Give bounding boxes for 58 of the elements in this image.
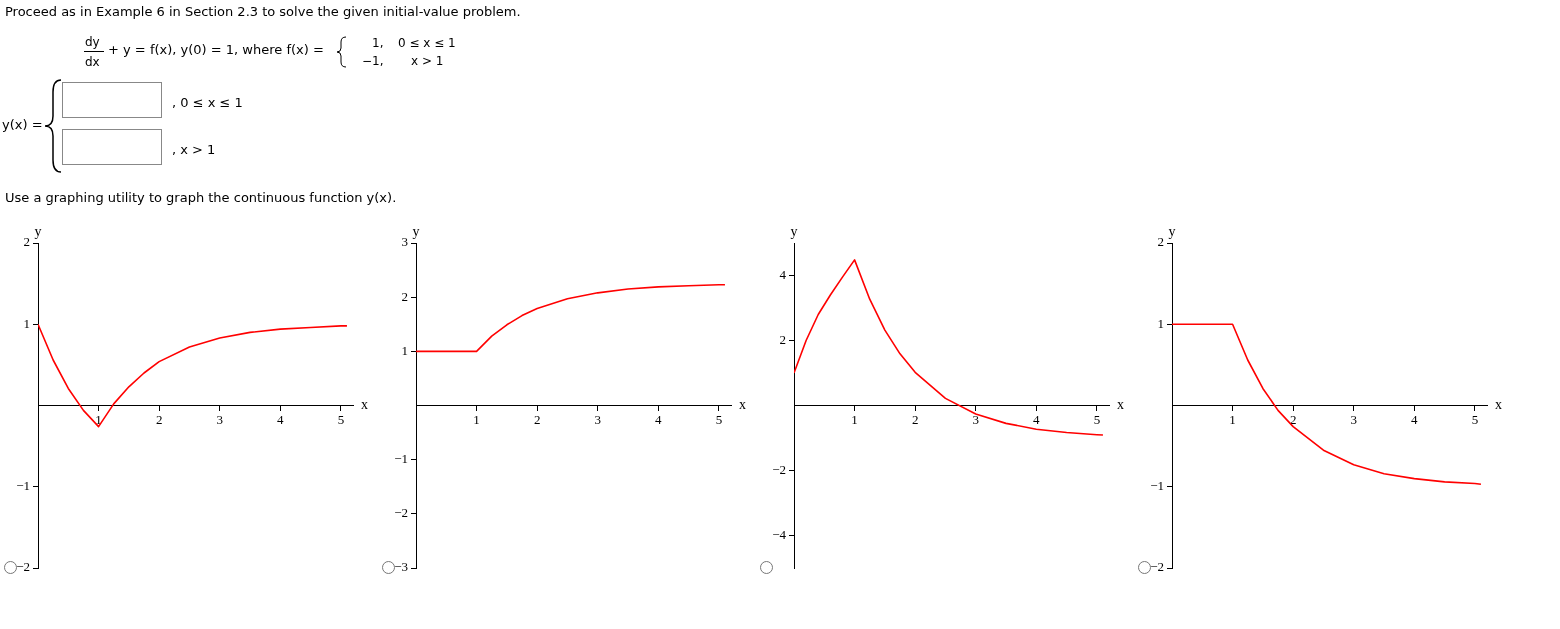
text: dx bbox=[85, 54, 100, 70]
text: Proceed as in Example 6 in Section 2.3 to solve the given initial-value problem. bbox=[5, 4, 521, 20]
y-tick-label: −1 bbox=[16, 478, 30, 494]
y-tick-label: 4 bbox=[779, 266, 787, 282]
text: , 0 ≤ x ≤ 1 bbox=[172, 95, 243, 111]
y-tick-label: −1 bbox=[394, 451, 408, 467]
y-tick-label: 2 bbox=[779, 331, 786, 347]
y-axis-title: y bbox=[790, 223, 798, 239]
y-tick-label: −3 bbox=[394, 559, 408, 575]
x-tick-label: 2 bbox=[533, 411, 541, 427]
x-tick-label: 3 bbox=[1350, 411, 1357, 427]
y-tick-label: −2 bbox=[394, 505, 408, 521]
x-tick-label: 1 bbox=[473, 411, 480, 427]
y-tick-label: −2 bbox=[1150, 559, 1164, 575]
x-tick-label: 5 bbox=[1093, 411, 1101, 427]
x-tick-label: 2 bbox=[155, 411, 163, 427]
x-tick-label: 2 bbox=[1289, 411, 1297, 427]
x-axis-title: x bbox=[361, 397, 368, 413]
text: Use a graphing utility to graph the continuous function y(x). bbox=[5, 190, 397, 206]
text: y(x) = bbox=[2, 117, 43, 133]
text: 0 ≤ x ≤ 1 bbox=[398, 35, 456, 51]
y-tick-label: 1 bbox=[401, 342, 408, 358]
y-tick-label: 2 bbox=[23, 234, 30, 250]
y-tick-label: −2 bbox=[16, 559, 30, 575]
x-tick-label: 4 bbox=[655, 411, 663, 427]
text: −1, bbox=[362, 53, 384, 69]
y-tick-label: 1 bbox=[23, 315, 30, 331]
text: + y = f(x), y(0) = 1, where f(x) = bbox=[108, 42, 324, 58]
x-tick-label: 3 bbox=[216, 411, 223, 427]
x-tick-label: 3 bbox=[972, 411, 979, 427]
x-tick-label: 1 bbox=[1229, 411, 1236, 427]
x-tick-label: 5 bbox=[715, 411, 723, 427]
x-axis-title: x bbox=[1117, 397, 1124, 413]
x-tick-label: 4 bbox=[277, 411, 285, 427]
y-tick-label: −1 bbox=[1150, 478, 1164, 494]
x-tick-label: 4 bbox=[1411, 411, 1419, 427]
text: , x > 1 bbox=[172, 142, 216, 158]
y-tick-label: 2 bbox=[401, 288, 408, 304]
x-tick-label: 5 bbox=[1471, 411, 1479, 427]
x-tick-label: 1 bbox=[95, 411, 102, 427]
x-axis-title: x bbox=[739, 397, 746, 413]
x-tick-label: 1 bbox=[851, 411, 858, 427]
x-axis-title: x bbox=[1495, 397, 1502, 413]
x-tick-label: 5 bbox=[337, 411, 345, 427]
x-tick-label: 3 bbox=[594, 411, 601, 427]
x-tick-label: 4 bbox=[1033, 411, 1041, 427]
y-axis-title: y bbox=[412, 223, 420, 239]
x-tick-label: 2 bbox=[911, 411, 919, 427]
y-tick-label: 2 bbox=[1157, 234, 1164, 250]
y-axis-title: y bbox=[34, 223, 42, 239]
y-tick-label: 3 bbox=[401, 234, 408, 250]
text: x > 1 bbox=[411, 53, 444, 69]
y-tick-label: −2 bbox=[772, 461, 786, 477]
y-tick-label: 1 bbox=[1157, 315, 1164, 331]
y-tick-label: −4 bbox=[772, 526, 787, 542]
y-axis-title: y bbox=[1168, 223, 1176, 239]
text: dy bbox=[85, 34, 100, 50]
text: 1, bbox=[372, 35, 384, 51]
